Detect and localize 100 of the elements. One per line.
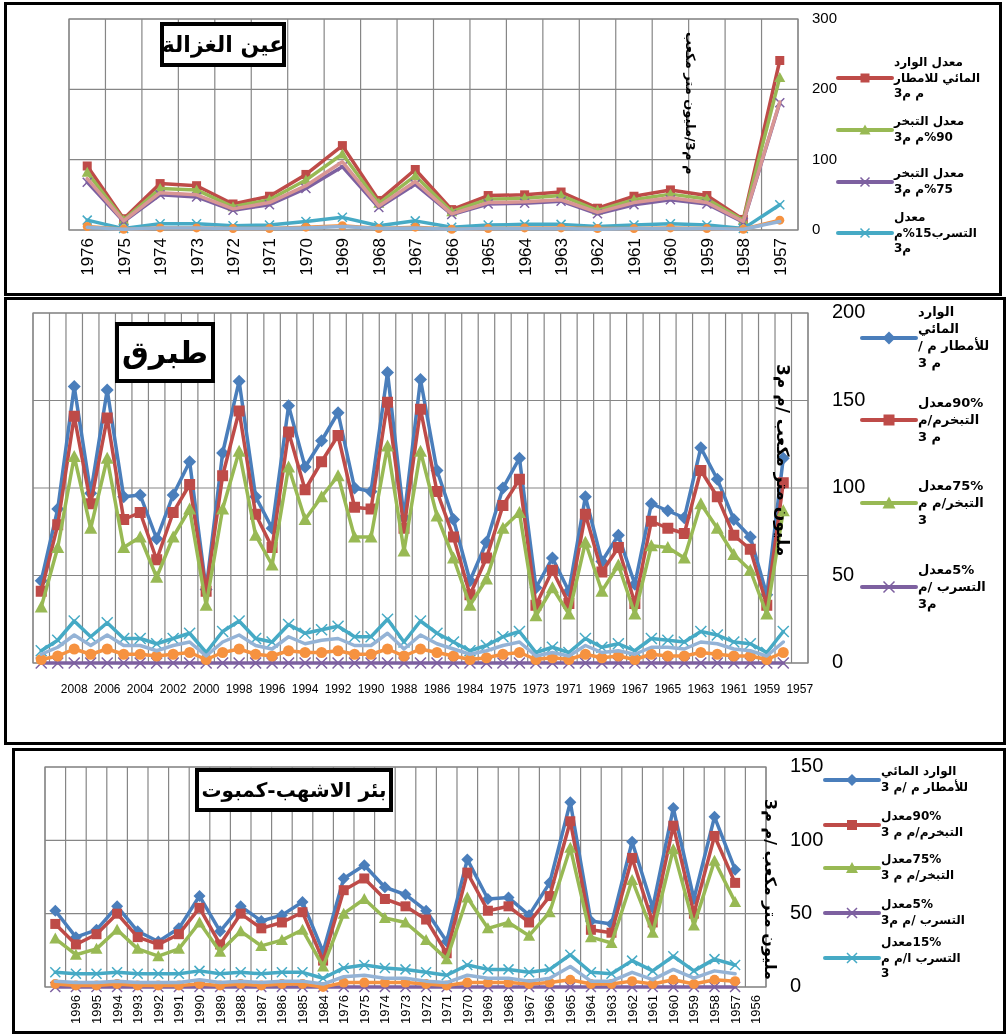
x-tick-label: 1962 <box>588 238 608 276</box>
x-tick-label: 1959 <box>753 682 781 696</box>
y-tick-label: 0 <box>812 219 821 237</box>
legend-label: معدل التبخر 90%م م3 <box>894 114 966 146</box>
text: عين الغزالة <box>160 22 286 67</box>
x-tick-label: 1959 <box>697 238 717 276</box>
x-tick-label: 1986 <box>423 682 451 696</box>
legend-label: الوارد المائي للأمطار م /م 3 <box>881 764 969 796</box>
x-tick-label: 1975 <box>489 682 517 696</box>
x-tick-label: 1988 <box>390 682 418 696</box>
x-tick-label: 1957 <box>770 238 790 276</box>
x-tick-label: 1968 <box>369 238 389 276</box>
x-tick-label: 1975 <box>356 995 372 1024</box>
x-tick-label: 1960 <box>665 995 681 1024</box>
x-tick-label: 1964 <box>583 995 599 1024</box>
y-tick-label: 150 <box>832 387 866 410</box>
x-tick-label: 1974 <box>377 995 393 1024</box>
y-axis-title: مليون متر مكعب /م م3 <box>773 362 793 556</box>
x-tick-label: 1996 <box>68 995 84 1024</box>
x-tick-label: 1989 <box>212 995 228 1024</box>
x-tick-label: 1973 <box>187 238 207 276</box>
legend-label: 75%معدل التبخر/م م 3 <box>918 477 985 529</box>
x-tick-label: 1959 <box>686 995 702 1024</box>
x-tick-label: 1973 <box>522 682 550 696</box>
x-tick-label: 1992 <box>150 995 166 1024</box>
y-tick-label: 300 <box>812 8 838 26</box>
x-tick-label: 1970 <box>296 238 316 276</box>
legend-label: معدل التسرب15%م م3 <box>894 209 978 257</box>
x-tick-label: 1960 <box>661 238 681 276</box>
x-tick-label: 1984 <box>315 995 331 1024</box>
x-tick-label: 1965 <box>479 238 499 276</box>
x-tick-label: 1968 <box>501 995 517 1024</box>
x-tick-label: 1967 <box>406 238 426 276</box>
legend-label: معدل الوارد المائي للامطار م م3 <box>894 54 982 102</box>
x-tick-label: 1958 <box>734 238 754 276</box>
x-tick-label: 1991 <box>171 995 187 1024</box>
y-axis-title: مليون متر مكعب /م م3 <box>761 798 780 980</box>
x-tick-label: 1984 <box>456 682 484 696</box>
x-tick-label: 1974 <box>151 238 171 276</box>
x-tick-label: 1963 <box>552 238 572 276</box>
x-tick-label: 1998 <box>225 682 253 696</box>
text: طبرق <box>115 322 215 383</box>
x-tick-label: 2008 <box>60 682 88 696</box>
y-tick-label: 200 <box>812 79 838 97</box>
x-tick-label: 1990 <box>357 682 385 696</box>
x-tick-label: 1996 <box>258 682 286 696</box>
x-tick-label: 1969 <box>588 682 616 696</box>
x-tick-label: 1956 <box>748 995 764 1024</box>
x-tick-label: 1995 <box>89 995 105 1024</box>
x-tick-label: 1973 <box>398 995 414 1024</box>
x-tick-label: 1961 <box>624 238 644 276</box>
x-tick-label: 1987 <box>253 995 269 1024</box>
x-tick-label: 1966 <box>542 995 558 1024</box>
legend-label: 5%معدل التسرب /م م3 <box>881 897 966 929</box>
legend-label: الوارد المائي للأمطار م /م 3 <box>918 304 991 372</box>
x-tick-label: 1966 <box>442 238 462 276</box>
x-tick-label: 1964 <box>515 238 535 276</box>
x-tick-label: 1963 <box>687 682 715 696</box>
y-tick-label: 0 <box>790 974 802 997</box>
x-tick-label: 1994 <box>291 682 319 696</box>
x-tick-label: 1976 <box>336 995 352 1024</box>
x-tick-label: 1985 <box>295 995 311 1024</box>
x-tick-label: 1988 <box>233 995 249 1024</box>
x-tick-label: 1975 <box>114 238 134 276</box>
x-tick-label: 1990 <box>192 995 208 1024</box>
x-tick-label: 1986 <box>274 995 290 1024</box>
x-tick-label: 1958 <box>707 995 723 1024</box>
legend-label: 15%معدل التسرب ا/م م 3 <box>881 934 962 982</box>
y-axis-title: م م3/مليون متر مكعب <box>683 30 698 174</box>
x-tick-label: 1971 <box>260 238 280 276</box>
x-tick-label: 1970 <box>459 995 475 1024</box>
x-tick-label: 2004 <box>126 682 154 696</box>
x-tick-label: 2006 <box>93 682 121 696</box>
x-tick-label: 1994 <box>109 995 125 1024</box>
y-tick-label: 100 <box>790 827 824 850</box>
x-tick-label: 1993 <box>130 995 146 1024</box>
x-tick-label: 1971 <box>439 995 455 1024</box>
x-tick-label: 2000 <box>192 682 220 696</box>
x-tick-label: 1992 <box>324 682 352 696</box>
legend-label: 90%معدل التبخرم/م م 3 <box>881 809 964 841</box>
x-tick-label: 1961 <box>720 682 748 696</box>
x-tick-label: 1976 <box>78 238 98 276</box>
y-tick-label: 0 <box>832 650 844 673</box>
x-tick-label: 1965 <box>654 682 682 696</box>
x-tick-label: 1969 <box>480 995 496 1024</box>
x-tick-label: 1967 <box>621 682 649 696</box>
x-tick-label: 1961 <box>645 995 661 1024</box>
x-tick-label: 1963 <box>604 995 620 1024</box>
x-tick-label: 1957 <box>786 682 814 696</box>
x-tick-label: 1967 <box>521 995 537 1024</box>
legend-label: 75%معدل التبخر/م م 3 <box>881 852 956 884</box>
x-tick-label: 1972 <box>418 995 434 1024</box>
x-tick-label: 1971 <box>555 682 583 696</box>
x-tick-label: 1972 <box>223 238 243 276</box>
y-tick-label: 200 <box>832 300 866 323</box>
legend-label: 90%معدل التبخرم/م م 3 <box>918 394 985 446</box>
x-tick-label: 1957 <box>727 995 743 1024</box>
x-tick-label: 1969 <box>333 238 353 276</box>
legend-label: 5%معدل التسرب /م م3 <box>918 561 987 613</box>
y-tick-label: 50 <box>790 900 813 923</box>
